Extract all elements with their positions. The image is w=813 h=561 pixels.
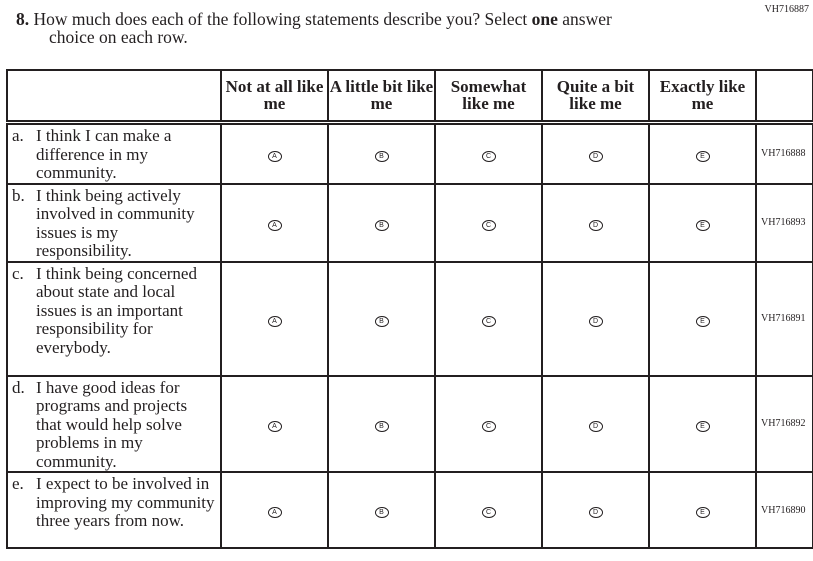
option-cell: C [434,182,543,263]
column-header: Somewhat like me [434,69,543,125]
option-cell: B [327,471,436,549]
answer-bubble-d[interactable]: D [588,219,603,231]
answer-bubble-d[interactable]: D [588,150,603,162]
response-grid: Not at all like me A little bit like me … [6,69,813,549]
statement-text: I think being concerned about state and … [36,263,197,357]
answer-bubble-c[interactable]: C [481,219,496,231]
column-header: Exactly like me [648,69,757,125]
table-row: e. I expect to be involved in improving m… [6,471,813,549]
answer-bubble-d[interactable]: D [588,315,603,327]
answer-bubble-a[interactable]: A [267,150,282,162]
statement-cell: d. I have good ideas for programs and pro… [6,374,222,473]
table-row: a. I think I can make a difference in my … [6,121,813,185]
option-cell: B [327,374,436,473]
answer-bubble-a[interactable]: A [267,507,282,518]
answer-bubble-b[interactable]: B [374,507,389,518]
option-cell: E [648,374,757,473]
question-number: 8. [16,9,30,29]
option-cell: A [220,182,329,263]
option-cell: D [541,260,650,377]
column-header: A little bit like me [327,69,436,125]
statement-text: I expect to be involved in improving my … [36,474,215,530]
option-cell: E [648,471,757,549]
option-cell: E [648,182,757,263]
statement-letter: d. [12,377,25,397]
question-text: How much does each of the following stat… [33,9,532,29]
answer-bubble-e[interactable]: E [695,150,710,162]
answer-bubble-e[interactable]: E [695,315,710,327]
option-cell: E [648,121,757,185]
answer-bubble-c[interactable]: C [481,507,496,518]
statement-text: I think being actively involved in commu… [36,185,195,260]
answer-bubble-b[interactable]: B [374,420,389,432]
statement-cell: b. I think being actively involved in com… [6,182,222,263]
column-header: Quite a bit like me [541,69,650,125]
item-code: VH716888 [755,121,813,185]
statement-text: I have good ideas for programs and proje… [36,377,188,471]
question-emphasis: one [531,9,558,29]
option-cell: C [434,121,543,185]
header-blank [6,69,222,125]
answer-bubble-c[interactable]: C [481,315,496,327]
option-cell: A [220,374,329,473]
answer-bubble-d[interactable]: D [588,507,603,518]
answer-bubble-a[interactable]: A [267,219,282,231]
option-cell: D [541,121,650,185]
option-cell: B [327,121,436,185]
option-cell: A [220,121,329,185]
statement-cell: c. I think being concerned about state an… [6,260,222,377]
option-cell: D [541,374,650,473]
option-cell: A [220,471,329,549]
answer-bubble-b[interactable]: B [374,315,389,327]
answer-bubble-e[interactable]: E [695,219,710,231]
header-row: Not at all like me A little bit like me … [6,69,813,125]
statement-letter: c. [12,263,24,283]
item-code: VH716892 [755,374,813,473]
answer-bubble-e[interactable]: E [695,507,710,518]
option-cell: B [327,260,436,377]
page-item-code: VH716887 [764,4,809,15]
answer-bubble-b[interactable]: B [374,219,389,231]
answer-bubble-e[interactable]: E [695,420,710,432]
statement-letter: b. [12,185,25,205]
item-code: VH716893 [755,182,813,263]
table-row: d. I have good ideas for programs and pro… [6,374,813,473]
table-row: c. I think being concerned about state an… [6,260,813,377]
option-cell: E [648,260,757,377]
question-prompt: 8. How much does each of the following s… [16,10,736,46]
statement-text: I think I can make a difference in my co… [36,126,172,182]
item-code: VH716890 [755,471,813,549]
option-cell: C [434,471,543,549]
statement-letter: a. [12,126,24,145]
option-cell: D [541,471,650,549]
answer-bubble-c[interactable]: C [481,150,496,162]
header-blank [755,69,813,125]
option-cell: C [434,260,543,377]
statement-letter: e. [12,474,24,493]
question-text-end: answer [557,9,612,29]
option-cell: D [541,182,650,263]
statement-cell: e. I expect to be involved in improving m… [6,471,222,549]
column-header: Not at all like me [220,69,329,125]
item-code: VH716891 [755,260,813,377]
statement-cell: a. I think I can make a difference in my … [6,121,222,185]
answer-bubble-a[interactable]: A [267,420,282,432]
answer-bubble-a[interactable]: A [267,315,282,327]
option-cell: C [434,374,543,473]
question-text-line2: choice on each row. [49,27,188,47]
table-row: b. I think being actively involved in com… [6,182,813,263]
answer-bubble-c[interactable]: C [481,420,496,432]
answer-bubble-d[interactable]: D [588,420,603,432]
option-cell: A [220,260,329,377]
option-cell: B [327,182,436,263]
answer-bubble-b[interactable]: B [374,150,389,162]
